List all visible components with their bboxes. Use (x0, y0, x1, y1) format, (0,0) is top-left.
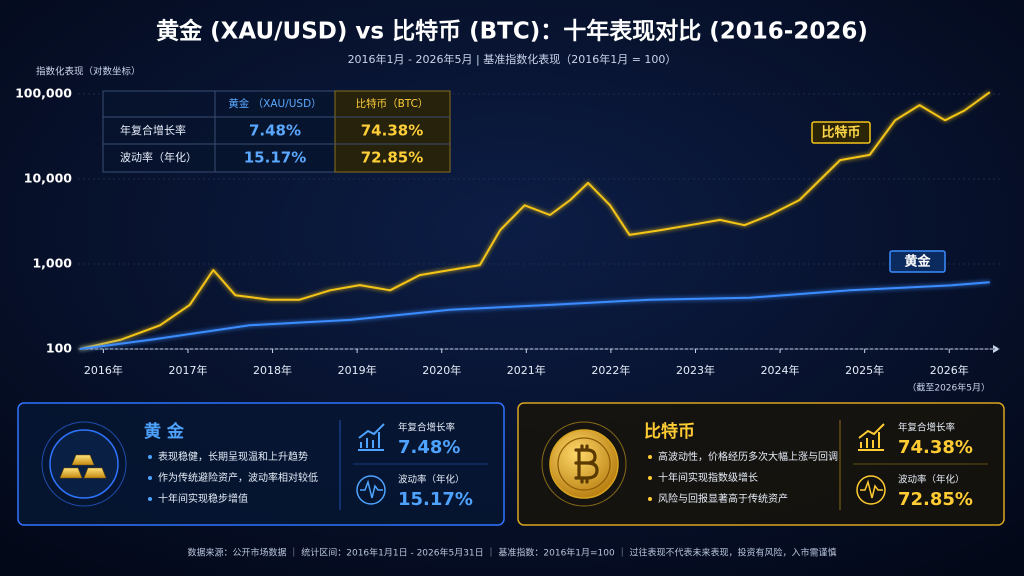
table-row-label: 波动率（年化） (120, 150, 197, 164)
bullet-text: 十年间实现指数级增长 (658, 471, 758, 484)
coin-inner (557, 437, 611, 491)
table-header: 比特币（BTC） (356, 97, 429, 110)
gold-bar-icon (83, 467, 107, 479)
series-line (79, 91, 991, 350)
bullet-text: 十年间实现稳步增值 (158, 492, 248, 505)
panel-title: 黄 金 (144, 421, 185, 442)
series-line (79, 281, 990, 350)
table-header: 黄金 （XAU/USD） (228, 97, 321, 110)
bitcoin-glyph (574, 444, 599, 484)
stat-value: 7.48% (398, 437, 460, 458)
x-tick-label: 2017年 (168, 363, 207, 377)
growth-icon (358, 423, 385, 451)
y-axis-title: 指数化表现（对数坐标） (36, 66, 141, 78)
bullet-text: 风险与回报显著高于传统资产 (658, 492, 788, 505)
bullet-dot (148, 497, 152, 501)
axis-arrow (993, 345, 1000, 353)
panel-title: 比特币 (644, 421, 695, 442)
bullet-text: 高波动性，价格经历多次大幅上涨与回调 (658, 450, 838, 463)
icon-ring (541, 421, 627, 507)
panel-frame (17, 402, 505, 526)
stat-label: 波动率（年化） (398, 474, 465, 486)
stat-label: 年复合增长率 (398, 422, 456, 434)
btc-column (334, 90, 451, 173)
stats-table: 黄金 （XAU/USD） 比特币（BTC） 年复合增长率 7.48% 74.38… (102, 90, 451, 173)
bullet-dot (648, 497, 652, 501)
gold-bar-icon (71, 454, 95, 466)
x-tick-label: 2021年 (507, 363, 546, 377)
bullet-text: 作为传统避险资产，波动率相对较低 (158, 471, 318, 484)
x-tick-label: 2020年 (422, 363, 461, 377)
stat-label: 波动率（年化） (898, 474, 965, 486)
y-tick-label: 100 (46, 341, 72, 356)
bullet-dot (648, 476, 652, 480)
volatility-icon (856, 475, 886, 505)
bullet-dot (148, 455, 152, 459)
x-note: （截至2026年5月） (907, 382, 990, 394)
growth-icon (858, 423, 885, 451)
x-tick-label: 2019年 (338, 363, 377, 377)
stat-value: 15.17% (398, 489, 473, 510)
y-tick-label: 1,000 (32, 256, 72, 271)
bullet-text: 表现稳健，长期呈现温和上升趋势 (158, 450, 308, 463)
x-tick-label: 2016年 (84, 363, 123, 377)
table-cell: 15.17% (244, 149, 306, 167)
table-cell: 74.38% (361, 122, 423, 140)
icon-ring (41, 421, 127, 507)
series-label: 黄金 (904, 254, 931, 270)
table-cell: 72.85% (361, 149, 423, 167)
x-tick-label: 2025年 (845, 363, 884, 377)
panel-frame (517, 402, 1005, 526)
y-tick-label: 100,000 (15, 86, 72, 101)
series-label-box (811, 121, 871, 144)
footer: 数据来源：公开市场数据 ｜ 统计区间：2016年1月1日 - 2026年5月31… (188, 547, 837, 559)
x-tick-label: 2022年 (591, 363, 630, 377)
bullet-dot (148, 476, 152, 480)
x-tick-label: 2024年 (761, 363, 800, 377)
panels: 黄 金表现稳健，长期呈现温和上升趋势作为传统避险资产，波动率相对较低十年间实现稳… (17, 402, 1005, 526)
stat-label: 年复合增长率 (898, 422, 956, 434)
volatility-icon (360, 479, 383, 499)
subtitle: 2016年1月 - 2026年5月 | 基准指数化表现（2016年1月 = 10… (348, 52, 677, 66)
title: 黄金 (XAU/USD) vs 比特币 (BTC)：十年表现对比 (2016-2… (156, 18, 868, 45)
stat-value: 74.38% (898, 437, 973, 458)
x-tick-label: 2026年 (930, 363, 969, 377)
x-tick-label: 2018年 (253, 363, 292, 377)
x-tick-label: 2023年 (676, 363, 715, 377)
plot: 100 1,000 10,000 100,000 2016年 2017年 2018年 2019… (15, 86, 1000, 377)
bullet-dot (648, 455, 652, 459)
gold-bar-icon (59, 467, 83, 479)
series-label-box (889, 250, 946, 273)
table-cell: 7.48% (249, 122, 301, 140)
volatility-icon (860, 479, 883, 499)
stat-value: 72.85% (898, 489, 973, 510)
series-label: 比特币 (821, 125, 860, 141)
y-tick-label: 10,000 (24, 171, 73, 186)
volatility-icon (356, 475, 386, 505)
table-row-label: 年复合增长率 (120, 123, 186, 137)
